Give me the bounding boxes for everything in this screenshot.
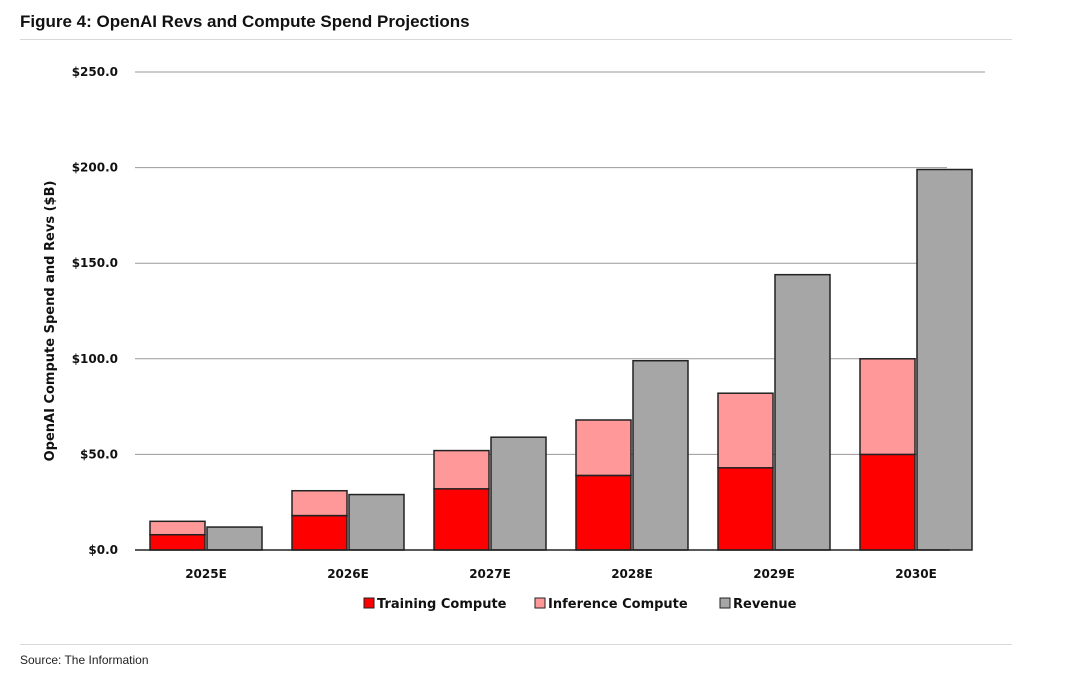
bar-revenue <box>206 526 263 551</box>
bar-training-compute <box>149 533 206 551</box>
legend-label: Training Compute <box>377 597 507 612</box>
source-note: Source: The Information <box>20 653 149 667</box>
legend: Training Compute Inference Compute Revenue <box>363 597 797 612</box>
legend-swatch <box>534 597 546 609</box>
y-tick-label: $100.0 <box>72 352 118 366</box>
x-tick-label: 2025E <box>185 567 227 581</box>
bar-training-compute <box>717 467 774 551</box>
bar-training-compute <box>433 488 490 551</box>
top-divider <box>20 39 1012 40</box>
x-tick-label: 2029E <box>753 567 795 581</box>
x-tick-label: 2028E <box>611 567 653 581</box>
x-axis-ticks: 2025E 2026E 2027E 2028E 2029E 2030E <box>185 567 937 581</box>
bar-revenue <box>348 493 405 551</box>
y-tick-label: $200.0 <box>72 161 118 175</box>
legend-label: Revenue <box>733 597 797 612</box>
bar-revenue <box>490 436 547 551</box>
y-tick-label: $250.0 <box>72 65 118 79</box>
y-axis-title: OpenAI Compute Spend and Revs ($B) <box>43 181 58 462</box>
bar-inference-compute <box>717 392 774 469</box>
bar-revenue <box>916 168 973 551</box>
bars <box>149 168 973 551</box>
bar-revenue <box>774 273 831 551</box>
y-tick-label: $50.0 <box>80 447 118 461</box>
y-tick-label: $150.0 <box>72 256 118 270</box>
bar-inference-compute <box>433 449 490 490</box>
y-axis-ticks: $0.0 $50.0 $100.0 $150.0 $200.0 $250.0 <box>72 65 118 557</box>
x-tick-label: 2030E <box>895 567 937 581</box>
bar-training-compute <box>859 453 916 551</box>
bottom-divider <box>20 644 1012 645</box>
bar-training-compute <box>291 514 348 551</box>
legend-label: Inference Compute <box>548 597 688 612</box>
gridlines <box>135 71 985 455</box>
bar-inference-compute <box>291 489 348 517</box>
bar-inference-compute <box>859 358 916 456</box>
legend-swatch <box>363 597 375 609</box>
bar-inference-compute <box>575 419 632 477</box>
x-tick-label: 2027E <box>469 567 511 581</box>
x-tick-label: 2026E <box>327 567 369 581</box>
legend-swatch <box>719 597 731 609</box>
bar-training-compute <box>575 474 632 551</box>
figure-title: Figure 4: OpenAI Revs and Compute Spend … <box>20 12 470 31</box>
bar-revenue <box>632 359 689 551</box>
bar-inference-compute <box>149 520 206 536</box>
y-tick-label: $0.0 <box>88 543 118 557</box>
